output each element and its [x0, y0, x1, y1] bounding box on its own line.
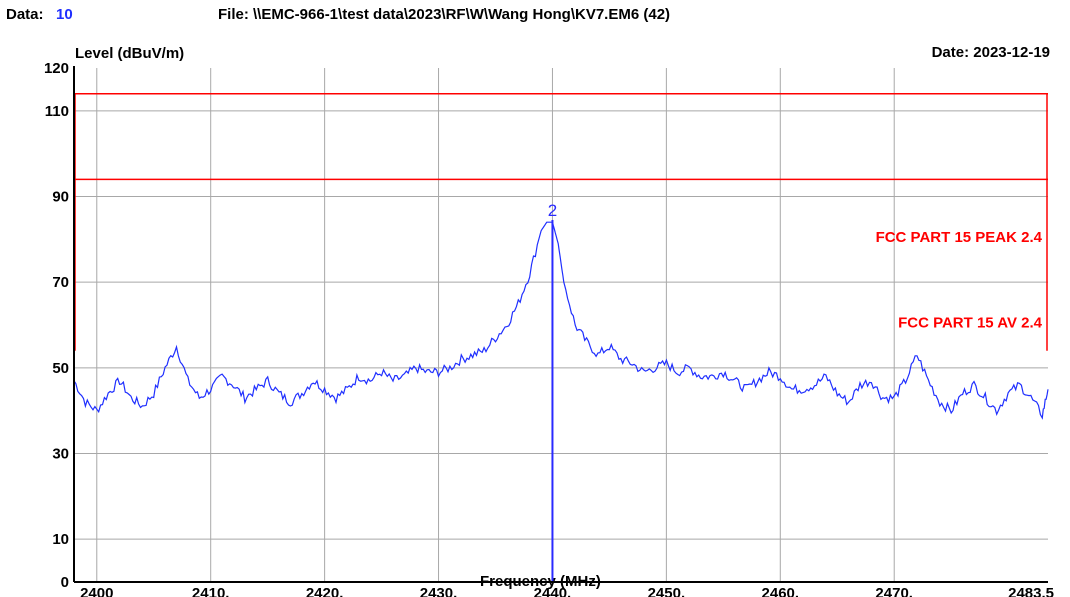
x-tick-label: 2430.: [420, 585, 458, 597]
y-tick-label: 50: [52, 360, 69, 377]
y-tick-label: 70: [52, 274, 69, 291]
limit-label: FCC PART 15 PEAK 2.4: [876, 229, 1043, 246]
x-tick-label: 2450.: [648, 585, 686, 597]
y-tick-label: 0: [61, 574, 69, 591]
y-axis-label: Level (dBuV/m): [75, 45, 185, 62]
x-tick-label: 2410.: [192, 585, 230, 597]
tick-labels: 0 10 30 50 70 90 110 120 2400 2410. 2420. 2430. 2440…: [44, 60, 1054, 597]
axes: [73, 66, 1048, 583]
y-tick-label: 10: [52, 531, 69, 548]
x-tick-label: 2400: [80, 585, 113, 597]
y-tick-label: 30: [52, 446, 69, 463]
data-label: Data:: [6, 6, 44, 23]
y-tick-label: 110: [45, 103, 69, 120]
x-tick-label: 2470.: [875, 585, 913, 597]
data-value: 10: [56, 6, 73, 23]
date-text: Date: 2023-12-19: [931, 44, 1050, 61]
grid: [74, 68, 1048, 582]
x-tick-label: 2440.: [534, 585, 572, 597]
x-tick-label: 2483.5: [1008, 585, 1054, 597]
y-tick-label: 120: [44, 60, 69, 77]
limit-label: FCC PART 15 AV 2.4: [898, 315, 1043, 332]
file-path: File: \\EMC-966-1\test data\2023\RF\W\Wa…: [218, 6, 671, 23]
y-tick-label: 90: [52, 189, 69, 206]
limit-lines: FCC PART 15 PEAK 2.4 FCC PART 15 AV 2.4: [74, 92, 1048, 351]
series-layer: [73, 221, 1049, 420]
marker-layer: 2: [548, 201, 557, 582]
x-tick-label: 2460.: [762, 585, 800, 597]
x-tick-label: 2420.: [306, 585, 344, 597]
series-line: [73, 221, 1049, 420]
marker-label: 2: [548, 201, 557, 220]
